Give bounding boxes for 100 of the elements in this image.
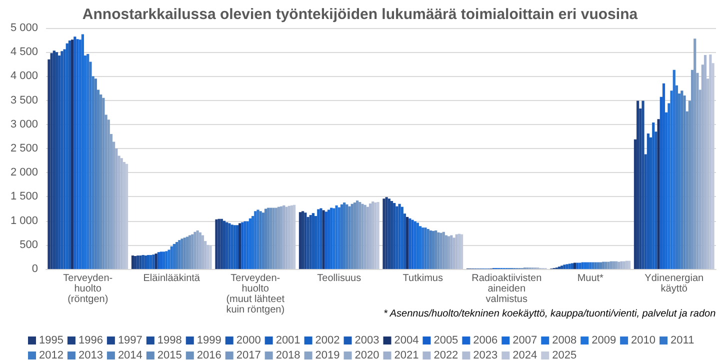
bar — [346, 204, 348, 269]
bar — [86, 54, 90, 269]
bar — [150, 255, 152, 269]
legend-label: 1996 — [78, 334, 103, 346]
bar — [422, 228, 424, 269]
bar — [178, 240, 181, 269]
y-tick-label: 1 500 — [10, 190, 38, 203]
y-tick-label: 3 500 — [10, 94, 38, 106]
y-tick-label: 3 000 — [10, 118, 38, 130]
bar — [652, 122, 655, 269]
bar — [259, 211, 262, 269]
bar — [292, 204, 296, 269]
bar — [165, 251, 168, 269]
bar — [406, 216, 409, 269]
legend-label: 2007 — [512, 334, 538, 346]
bar — [408, 218, 412, 269]
bar — [320, 208, 322, 269]
bar — [642, 100, 644, 269]
x-tick-label: Eläinlääkintä — [143, 272, 200, 284]
x-tick-label: Teollisuus — [317, 272, 362, 284]
legend-label: 2022 — [434, 350, 458, 362]
bar — [306, 216, 310, 269]
bar — [411, 220, 414, 269]
y-tick-label: 2 500 — [10, 142, 38, 154]
bar — [125, 164, 128, 269]
bar — [180, 238, 184, 269]
legend-label: 2018 — [276, 350, 300, 362]
legend-label: 1997 — [118, 334, 142, 346]
legend-label: 2014 — [118, 350, 142, 362]
bar — [560, 266, 564, 269]
bar — [309, 215, 312, 269]
bar — [68, 40, 72, 269]
legend-label: 1995 — [39, 334, 64, 346]
bar — [335, 205, 338, 269]
bar — [142, 255, 144, 269]
bar — [144, 256, 147, 269]
bar — [241, 222, 244, 269]
bar — [50, 53, 53, 269]
legend-label: 2003 — [354, 334, 380, 346]
legend-label: 2000 — [236, 334, 261, 346]
bar — [168, 250, 170, 269]
legend-label: 2002 — [315, 334, 340, 346]
bar — [254, 211, 257, 269]
bar — [376, 202, 380, 269]
legend-label: 2001 — [276, 334, 300, 346]
bar — [592, 262, 594, 269]
bar — [680, 90, 684, 269]
legend-label: 1998 — [157, 334, 182, 346]
bar — [131, 256, 134, 269]
bar — [317, 209, 320, 269]
bar — [414, 221, 416, 269]
legend-label: 2015 — [157, 350, 182, 362]
bar — [594, 262, 597, 269]
bar — [52, 50, 56, 269]
bar — [576, 262, 579, 269]
bar — [657, 119, 660, 269]
bar — [256, 210, 260, 269]
x-tick-label: Ydinenergian käyttö — [644, 272, 704, 294]
bar — [403, 214, 406, 269]
bar — [233, 225, 236, 269]
bar — [636, 100, 640, 269]
x-tick-label: Tutkimus — [402, 272, 443, 284]
legend-label: 2016 — [196, 350, 222, 362]
bar — [416, 222, 419, 269]
bar — [338, 207, 340, 269]
bar — [170, 246, 173, 269]
bar — [60, 51, 64, 269]
bar — [230, 224, 234, 269]
bar — [209, 245, 212, 269]
legend-label: 2023 — [473, 350, 498, 362]
bar — [244, 221, 246, 269]
bar — [388, 198, 390, 269]
bar — [437, 232, 440, 269]
bar — [228, 223, 231, 269]
bar — [563, 264, 566, 269]
bar — [424, 228, 427, 269]
bar — [76, 39, 79, 269]
bar — [298, 212, 302, 269]
bar — [578, 262, 582, 269]
bar — [332, 208, 336, 269]
bar — [226, 222, 228, 269]
bar — [398, 204, 401, 269]
bar — [139, 256, 142, 269]
bar — [385, 197, 388, 269]
text: * Asennus/huolto/tekninen koekäyttö, kauppa/tuonti/vienti, palvelut ja radon — [384, 308, 716, 320]
bar — [162, 252, 166, 269]
bar — [152, 254, 155, 269]
y-tick-label: 2 000 — [10, 166, 38, 179]
legend-label: 2004 — [394, 334, 419, 346]
bar — [312, 213, 314, 269]
bar — [220, 218, 223, 269]
y-tick-label: 4 000 — [10, 70, 38, 82]
bar — [400, 206, 404, 269]
legend-label: 2009 — [592, 334, 616, 346]
bar — [460, 234, 464, 269]
chart-title: Annostarkkailussa olevien työntekijöiden lukumäärä toimialoittain eri vuosina — [82, 6, 638, 23]
bar — [628, 260, 631, 269]
bar — [382, 198, 386, 269]
legend-label: 2010 — [631, 334, 656, 346]
x-tick-label: Terveyden- huolto (muut lähteet kuin röntgen) — [226, 272, 285, 316]
